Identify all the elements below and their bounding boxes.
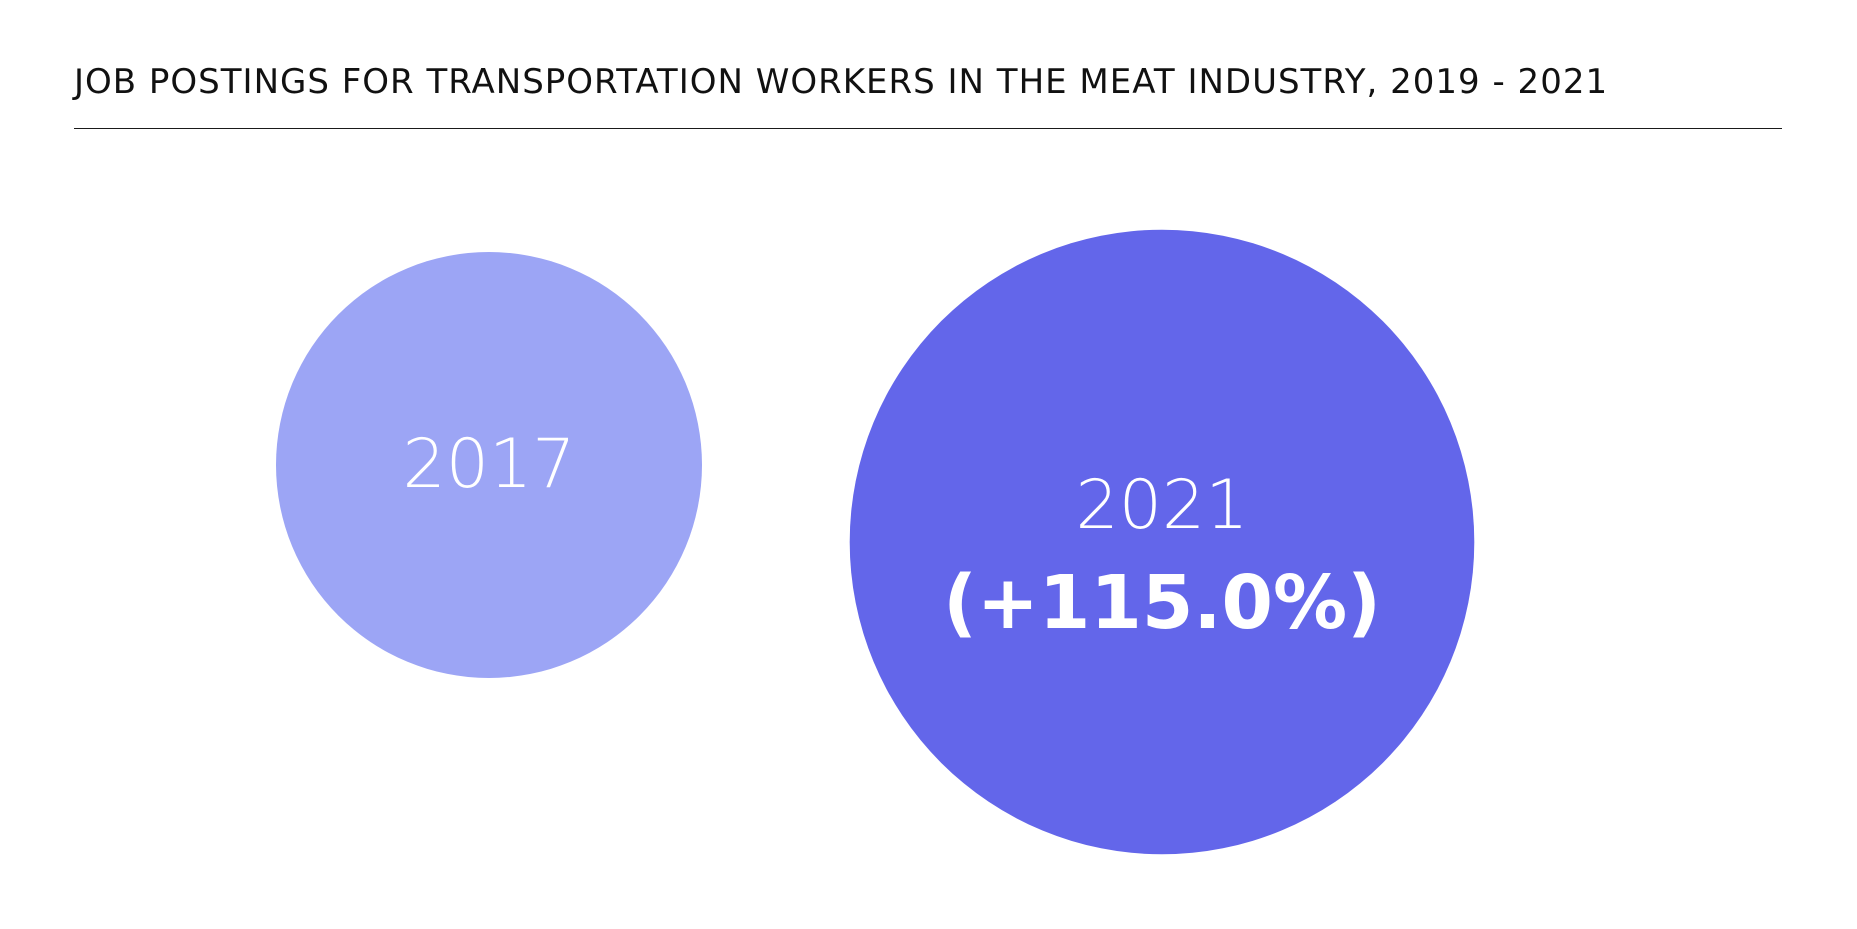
label-2021: 2021 bbox=[1075, 466, 1248, 545]
bubble-2017 bbox=[276, 252, 702, 678]
change-label-2021: (+115.0%) bbox=[943, 560, 1381, 646]
chart-title: JOB POSTINGS FOR TRANSPORTATION WORKERS … bbox=[74, 62, 1609, 102]
title-divider bbox=[74, 128, 1782, 129]
bubble-2021 bbox=[849, 229, 1475, 855]
label-2017: 2017 bbox=[402, 425, 575, 504]
